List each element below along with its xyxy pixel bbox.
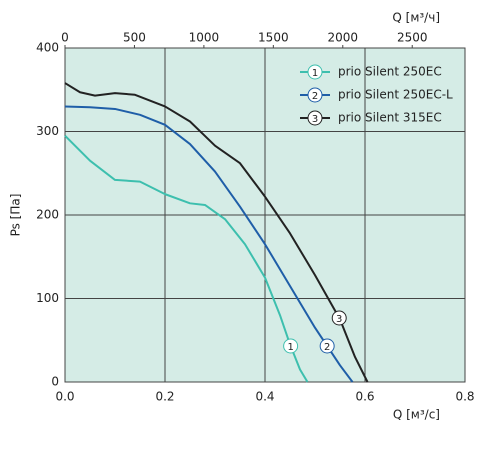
x2-tick-label: 500 (123, 31, 146, 45)
y-tick-label: 0 (51, 375, 59, 389)
series-line (64, 105, 354, 383)
marker-circle (307, 64, 323, 80)
y-tick-label: 400 (36, 41, 59, 55)
marker-circle (331, 310, 347, 326)
x2-tick-label: 1500 (258, 31, 289, 45)
y-tick-label: 200 (36, 208, 59, 222)
marker-label: 3 (336, 314, 342, 325)
marker-circle (319, 338, 335, 354)
x2-tick-label: 1000 (189, 31, 220, 45)
legend-label: prio Silent 250EC (338, 65, 442, 79)
x-tick-label: 0.6 (355, 390, 374, 404)
y-tick-label: 100 (36, 291, 59, 305)
marker-label: 3 (312, 114, 318, 125)
marker-circle (283, 338, 299, 354)
x-axis-title: Q [м³/с] (393, 408, 440, 422)
x-tick-label: 0.4 (255, 390, 274, 404)
x-tick-label: 0.0 (55, 390, 74, 404)
marker-circle (307, 87, 323, 103)
x2-tick-label: 2500 (397, 31, 428, 45)
y-axis-title: Ps [Па] (9, 194, 23, 237)
x2-tick-label: 0 (61, 31, 69, 45)
x2-axis-title: Q [м³/ч] (392, 11, 440, 25)
marker-circle (307, 110, 323, 126)
marker-label: 1 (312, 68, 318, 79)
marker-label: 2 (324, 342, 330, 353)
legend-label: prio Silent 250EC-L (338, 88, 453, 102)
legend-label: prio Silent 315EC (338, 111, 442, 125)
marker-label: 1 (287, 342, 293, 353)
plot-frame (64, 47, 466, 383)
x2-tick-label: 2000 (328, 31, 359, 45)
marker-label: 2 (312, 91, 318, 102)
y-tick-label: 300 (36, 124, 59, 138)
x-tick-label: 0.2 (155, 390, 174, 404)
x-tick-label: 0.8 (455, 390, 474, 404)
series-line (64, 82, 369, 383)
